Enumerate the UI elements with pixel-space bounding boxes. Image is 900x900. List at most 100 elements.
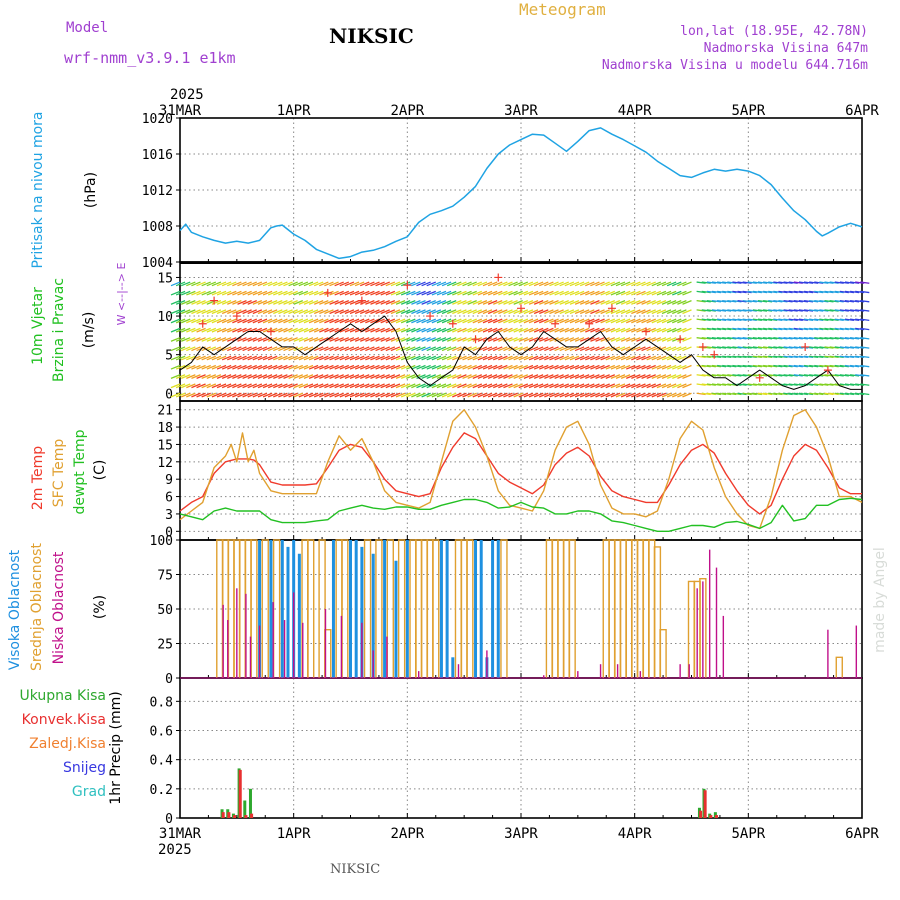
wind-arrow xyxy=(539,374,549,379)
wind-arrow xyxy=(615,346,626,352)
wind-arrow xyxy=(380,337,390,342)
wind-arrow xyxy=(661,346,672,352)
wind-arrow xyxy=(737,355,747,359)
wind-arrow xyxy=(186,281,196,287)
wind-arrow xyxy=(528,364,539,370)
wind-arrow xyxy=(651,300,662,305)
wind-arrow xyxy=(559,383,569,389)
wind-arrow xyxy=(186,374,196,379)
wind-arrow xyxy=(298,355,309,361)
wind-arrow xyxy=(778,318,788,321)
wind-arrow xyxy=(600,318,610,324)
wind-arrow xyxy=(431,309,442,315)
wind-arrow xyxy=(834,355,844,359)
wind-arrow xyxy=(839,327,849,331)
wind-arrow xyxy=(849,309,860,312)
wind-arrow xyxy=(370,355,380,361)
wind-arrow xyxy=(293,309,304,315)
wind-arrow xyxy=(569,374,580,379)
wind-arrow xyxy=(431,392,442,398)
wind-arrow xyxy=(216,392,227,398)
wind-arrow xyxy=(431,281,442,287)
wind-arrow xyxy=(421,318,431,324)
wind-arrow xyxy=(533,290,544,296)
wind-arrow xyxy=(768,364,778,368)
wind-arrow xyxy=(625,392,636,398)
wind-arrow xyxy=(631,281,641,287)
wind-arrow xyxy=(344,392,355,398)
wind-arrow xyxy=(339,309,350,315)
wind-arrow xyxy=(564,290,575,296)
wind-arrow xyxy=(651,374,662,379)
wind-arrow xyxy=(436,309,447,315)
wind-arrow xyxy=(308,337,319,342)
wind-arrow xyxy=(303,392,314,398)
wind-arrow xyxy=(778,392,788,396)
wind-arrow xyxy=(809,299,819,303)
wind-arrow xyxy=(788,392,798,396)
wind-arrow xyxy=(737,374,747,377)
wind-arrow xyxy=(421,309,431,315)
wind-arrow xyxy=(677,346,687,352)
wind-arrow xyxy=(533,318,544,324)
wind-arrow xyxy=(672,327,682,333)
wind-arrow xyxy=(477,337,488,342)
wind-arrow xyxy=(513,318,523,324)
wind-arrow xyxy=(196,327,206,333)
wind-arrow xyxy=(211,364,222,370)
wind-arrow xyxy=(747,392,757,396)
wind-arrow xyxy=(682,290,692,296)
wind-arrow xyxy=(467,392,477,398)
wind-arrow xyxy=(763,281,773,284)
y-tick-label: 1020 xyxy=(142,112,173,127)
wind-arrow xyxy=(267,364,278,370)
wind-arrow xyxy=(727,374,737,377)
wind-arrow xyxy=(216,355,227,361)
wind-arrow xyxy=(472,355,483,361)
wind-arrow xyxy=(462,318,472,324)
wind-arrow xyxy=(631,392,641,398)
wind-arrow xyxy=(487,355,498,361)
wind-arrow xyxy=(727,346,737,349)
wind-arrow xyxy=(574,309,585,315)
wind-arrow xyxy=(757,299,768,303)
gust-marker xyxy=(403,281,412,290)
gust-marker xyxy=(323,288,332,297)
wind-arrow xyxy=(467,355,477,361)
wind-arrow xyxy=(742,309,752,312)
wind-arrow xyxy=(768,383,778,386)
wind-arrow xyxy=(574,318,585,324)
model-altitude-label: Nadmorska Visina u modelu 644.716m xyxy=(601,58,868,73)
wind-arrow xyxy=(457,383,467,389)
wind-arrow xyxy=(206,309,217,315)
wind-arrow xyxy=(237,327,247,333)
wind-arrow xyxy=(824,392,834,396)
wind-arrow xyxy=(498,327,508,333)
wind-arrow xyxy=(370,290,380,296)
x-tick-label-top: 1APR xyxy=(277,103,311,119)
wind-arrow xyxy=(365,337,375,342)
wind-arrow xyxy=(574,290,585,296)
wind-arrow xyxy=(242,374,252,379)
wind-arrow xyxy=(446,327,457,333)
wind-arrow xyxy=(365,281,375,287)
wind-arrow xyxy=(278,374,288,379)
wind-arrow xyxy=(339,364,350,370)
wind-arrow xyxy=(298,383,309,389)
wind-arrow xyxy=(313,318,324,324)
wind-arrow xyxy=(406,327,416,333)
wind-arrow xyxy=(834,337,844,340)
wind-arrow xyxy=(636,300,646,305)
wind-arrow xyxy=(441,337,452,342)
gust-marker xyxy=(232,312,241,321)
wind-arrow xyxy=(354,318,365,324)
wind-arrow xyxy=(732,281,742,284)
wind-arrow xyxy=(508,318,518,324)
wind-arrow xyxy=(319,374,329,379)
wind-arrow xyxy=(844,318,855,321)
wind-arrow xyxy=(656,346,667,352)
wind-arrow xyxy=(559,392,569,398)
wind-arrow xyxy=(411,300,421,305)
wind-arrow xyxy=(523,290,534,296)
